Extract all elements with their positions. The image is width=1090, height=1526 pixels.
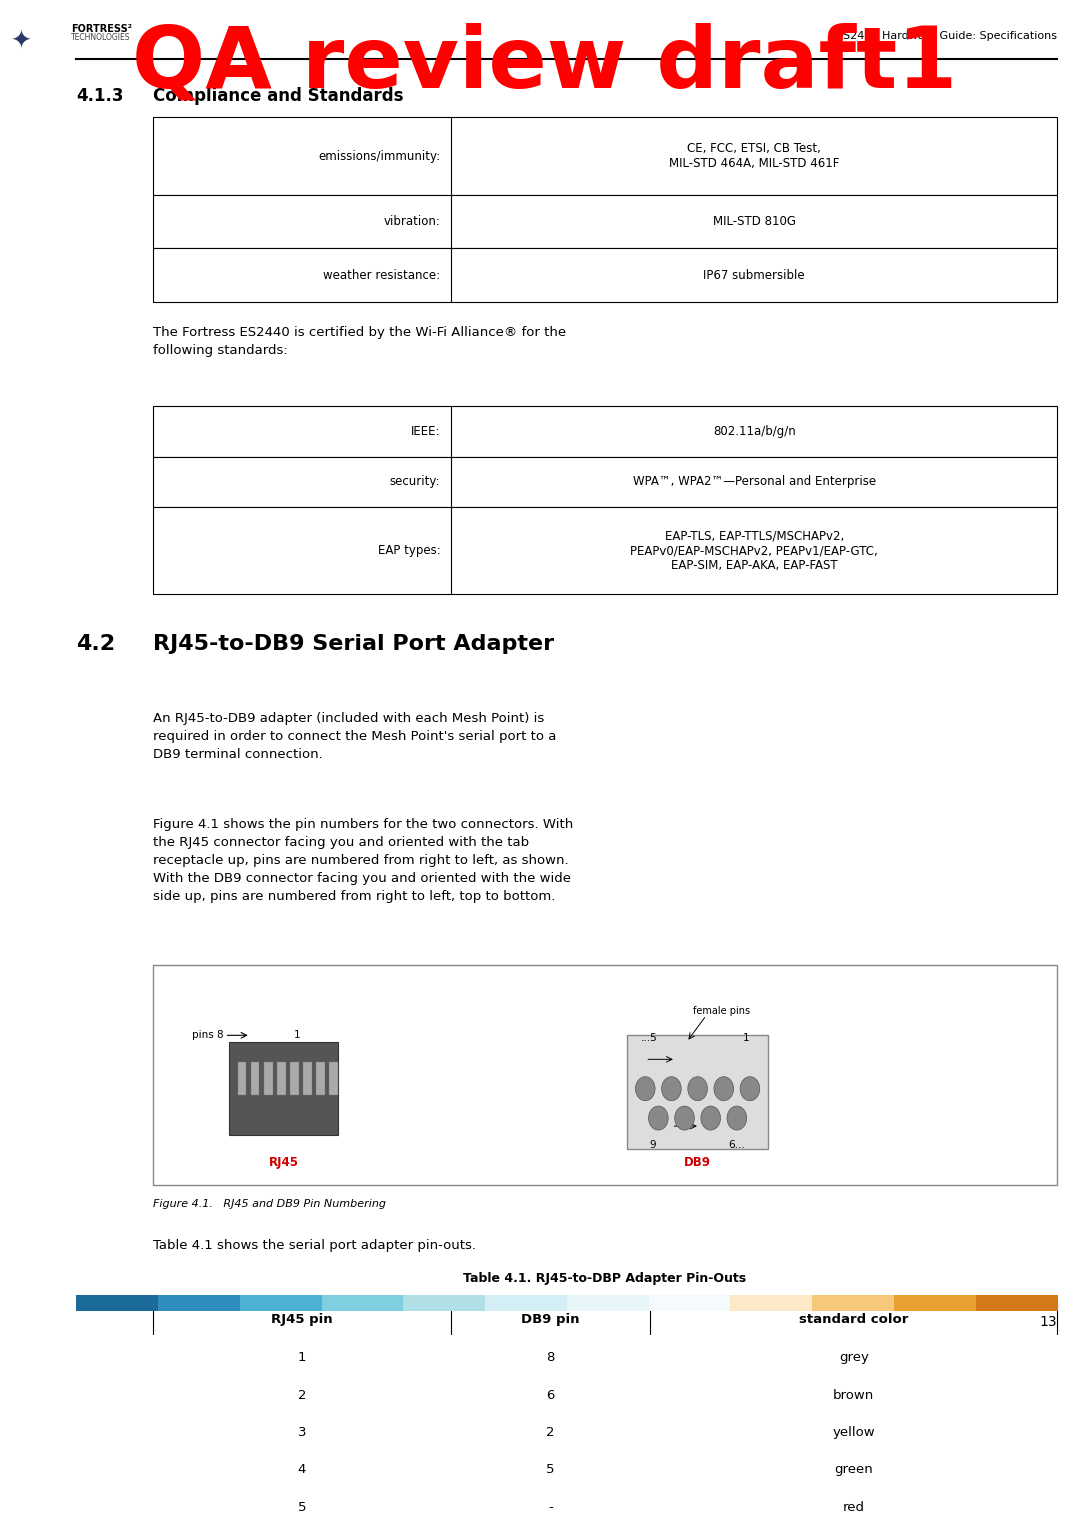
Text: 8: 8 [546, 1351, 555, 1364]
Text: EAP types:: EAP types: [377, 545, 440, 557]
Circle shape [701, 1106, 720, 1131]
Text: 4.2: 4.2 [76, 635, 116, 655]
Circle shape [740, 1077, 760, 1100]
Bar [153, 507, 1057, 594]
Text: 1: 1 [298, 1351, 306, 1364]
Text: ES2440 Hardware Guide: Specifications: ES2440 Hardware Guide: Specifications [836, 31, 1057, 41]
Circle shape [675, 1106, 694, 1131]
Bar [153, 966, 1057, 1186]
Text: red: red [843, 1500, 864, 1514]
Bar [627, 1035, 768, 1149]
Text: 2: 2 [546, 1425, 555, 1439]
Text: DB9: DB9 [685, 1157, 711, 1169]
Text: TECHNOLOGIES: TECHNOLOGIES [71, 34, 131, 43]
Bar [153, 1299, 1057, 1338]
Bar [153, 1338, 1057, 1376]
Bar [485, 1296, 568, 1311]
Text: weather resistance:: weather resistance: [323, 269, 440, 281]
Bar [153, 406, 1057, 456]
Text: RJ45-to-DB9 Serial Port Adapter: RJ45-to-DB9 Serial Port Adapter [153, 635, 554, 655]
Text: 1: 1 [294, 1030, 301, 1041]
Bar [290, 1062, 299, 1096]
Text: QA review draft1: QA review draft1 [133, 23, 957, 105]
Text: Figure 4.1.   RJ45 and DB9 Pin Numbering: Figure 4.1. RJ45 and DB9 Pin Numbering [153, 1199, 386, 1209]
Bar [264, 1062, 272, 1096]
Text: 6: 6 [546, 1389, 555, 1401]
Text: 3: 3 [298, 1425, 306, 1439]
Text: 5: 5 [298, 1500, 306, 1514]
Bar [158, 1296, 241, 1311]
Bar [730, 1296, 813, 1311]
Bar [812, 1296, 895, 1311]
Text: green: green [834, 1463, 873, 1476]
Text: DB9 pin: DB9 pin [521, 1312, 580, 1326]
Bar [894, 1296, 977, 1311]
Text: RJ45 pin: RJ45 pin [271, 1312, 332, 1326]
Text: pins 8: pins 8 [192, 1030, 223, 1041]
Text: grey: grey [839, 1351, 869, 1364]
Bar [976, 1296, 1058, 1311]
Text: WPA™, WPA2™—Personal and Enterprise: WPA™, WPA2™—Personal and Enterprise [632, 476, 875, 488]
Text: IP67 submersible: IP67 submersible [703, 269, 806, 281]
Bar [322, 1296, 404, 1311]
Text: security:: security: [390, 476, 440, 488]
Bar [229, 1042, 338, 1135]
Bar [153, 249, 1057, 302]
Bar [153, 1488, 1057, 1526]
Text: Compliance and Standards: Compliance and Standards [153, 87, 403, 105]
Text: The Fortress ES2440 is certified by the Wi-Fi Alliance® for the
following standa: The Fortress ES2440 is certified by the … [153, 325, 566, 357]
Bar [153, 195, 1057, 249]
Text: 2: 2 [298, 1389, 306, 1401]
Bar [153, 118, 1057, 195]
Text: ...5: ...5 [641, 1033, 657, 1042]
Bar [153, 456, 1057, 507]
Text: Figure 4.1 shows the pin numbers for the two connectors. With
the RJ45 connector: Figure 4.1 shows the pin numbers for the… [153, 818, 573, 903]
Text: 802.11a/b/g/n: 802.11a/b/g/n [713, 424, 796, 438]
Bar [153, 1376, 1057, 1413]
Text: 9: 9 [650, 1140, 656, 1149]
Text: emissions/immunity:: emissions/immunity: [318, 150, 440, 163]
Circle shape [688, 1077, 707, 1100]
Text: 1: 1 [743, 1033, 750, 1042]
Bar [251, 1062, 259, 1096]
Bar [240, 1296, 323, 1311]
Text: IEEE:: IEEE: [411, 424, 440, 438]
Text: ✦: ✦ [11, 29, 32, 53]
Text: standard color: standard color [799, 1312, 908, 1326]
Circle shape [727, 1106, 747, 1131]
Bar [649, 1296, 731, 1311]
Text: 5: 5 [546, 1463, 555, 1476]
Bar [153, 1451, 1057, 1488]
Bar [403, 1296, 486, 1311]
Bar [329, 1062, 338, 1096]
Bar [238, 1062, 246, 1096]
Text: FORTRESS²: FORTRESS² [71, 24, 132, 34]
Circle shape [635, 1077, 655, 1100]
Text: 6...: 6... [728, 1140, 744, 1149]
Text: Table 4.1. RJ45-to-DBP Adapter Pin-Outs: Table 4.1. RJ45-to-DBP Adapter Pin-Outs [463, 1273, 747, 1285]
Text: RJ45: RJ45 [268, 1157, 299, 1169]
Text: vibration:: vibration: [384, 215, 440, 227]
Bar [316, 1062, 325, 1096]
Text: 13: 13 [1040, 1315, 1057, 1329]
Bar [277, 1062, 286, 1096]
Circle shape [649, 1106, 668, 1131]
Text: female pins: female pins [693, 1006, 750, 1016]
Text: MIL-STD 810G: MIL-STD 810G [713, 215, 796, 227]
Text: brown: brown [833, 1389, 874, 1401]
Bar [303, 1062, 312, 1096]
Circle shape [662, 1077, 681, 1100]
Text: 4.1.3: 4.1.3 [76, 87, 124, 105]
Bar [76, 1296, 159, 1311]
Circle shape [714, 1077, 734, 1100]
Text: 4: 4 [298, 1463, 306, 1476]
Text: Table 4.1 shows the serial port adapter pin-outs.: Table 4.1 shows the serial port adapter … [153, 1239, 475, 1251]
Text: yellow: yellow [833, 1425, 875, 1439]
Text: An RJ45-to-DB9 adapter (included with each Mesh Point) is
required in order to c: An RJ45-to-DB9 adapter (included with ea… [153, 711, 556, 760]
Text: CE, FCC, ETSI, CB Test,
MIL-STD 464A, MIL-STD 461F: CE, FCC, ETSI, CB Test, MIL-STD 464A, MI… [669, 142, 839, 171]
Bar [153, 1413, 1057, 1451]
Text: EAP-TLS, EAP-TTLS/MSCHAPv2,
PEAPv0/EAP-MSCHAPv2, PEAPv1/EAP-GTC,
EAP-SIM, EAP-AK: EAP-TLS, EAP-TTLS/MSCHAPv2, PEAPv0/EAP-M… [630, 530, 879, 572]
Bar [567, 1296, 650, 1311]
Text: -: - [548, 1500, 553, 1514]
